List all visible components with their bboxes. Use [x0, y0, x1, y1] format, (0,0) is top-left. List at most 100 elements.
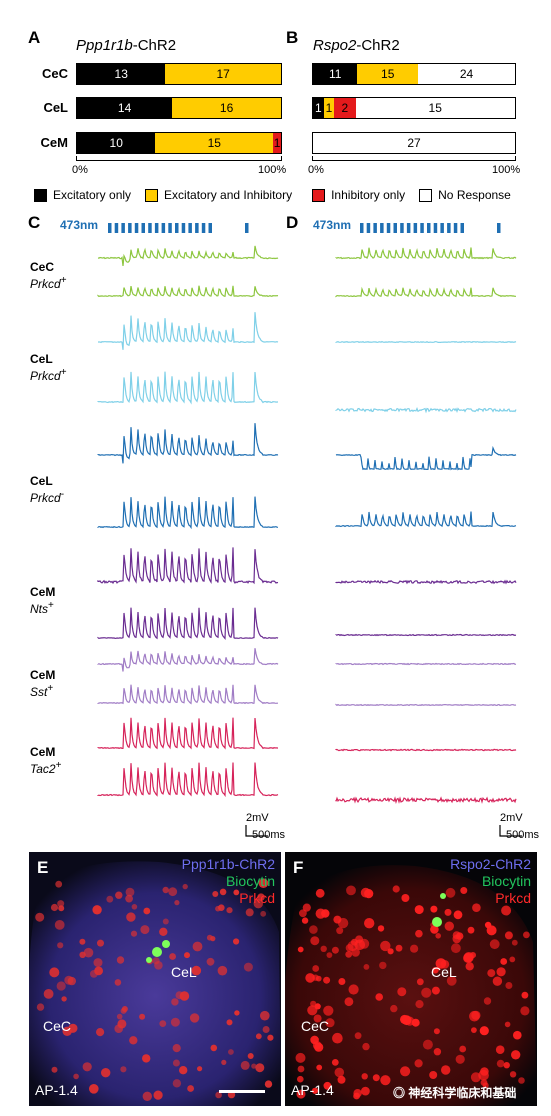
- cell-body: [459, 1045, 467, 1053]
- axis-tick: [281, 156, 282, 161]
- cell-body: [192, 941, 203, 952]
- legend-item: Excitatory only: [34, 188, 131, 202]
- laser-pulse: [447, 223, 451, 233]
- cell-body: [455, 1054, 465, 1064]
- cell-body: [495, 1045, 505, 1054]
- laser-pulse: [108, 223, 112, 233]
- cell-body: [101, 1068, 111, 1078]
- cell-body: [297, 1065, 305, 1073]
- laser-label-c: 473nm: [60, 218, 99, 232]
- cell-body: [387, 948, 394, 955]
- cell-body: [159, 1020, 167, 1027]
- stacked-bar: 11 15 24: [312, 63, 516, 85]
- cell-body: [395, 944, 403, 952]
- cell-body: [311, 1087, 319, 1094]
- scale-bar: [499, 825, 522, 837]
- cell-body: [446, 975, 457, 986]
- cell-body: [117, 1019, 127, 1029]
- cell-body: [36, 1003, 45, 1011]
- trace-line: [335, 511, 517, 528]
- cell-body: [523, 931, 530, 939]
- cell-body: [116, 956, 125, 964]
- cell-body: [182, 883, 188, 890]
- cell-body: [255, 1033, 262, 1040]
- cell-body: [364, 918, 375, 929]
- legend-swatch: [312, 188, 326, 202]
- cell-body: [154, 961, 163, 970]
- cell-body: [217, 965, 228, 976]
- cell-body: [312, 1041, 322, 1050]
- micrograph-f-legend: Rspo2-ChR2 Biocytin Prkcd: [450, 856, 531, 906]
- laser-pulse: [440, 223, 444, 233]
- cell-body: [130, 930, 138, 937]
- cell-body: [511, 1050, 521, 1060]
- cell-body: [460, 887, 468, 894]
- cell-body: [313, 1014, 322, 1023]
- cell-body: [430, 905, 438, 913]
- cell-body: [511, 939, 518, 946]
- axis-tick: [515, 156, 516, 161]
- bar-segment: 15: [155, 133, 274, 153]
- cell-body: [125, 894, 133, 903]
- row-label: CeM: [40, 135, 68, 150]
- laser-label-d: 473nm: [313, 218, 352, 232]
- laser-pulse: [181, 223, 186, 233]
- cell-body: [73, 1073, 79, 1080]
- biocytin-cell: [146, 957, 152, 963]
- trace-line: [335, 247, 517, 260]
- laser-pulse: [360, 223, 364, 233]
- cell-body: [57, 942, 64, 949]
- cell-body: [255, 1063, 265, 1073]
- cell-body: [162, 886, 169, 894]
- region-label-cel: CeL: [171, 964, 197, 980]
- cell-body: [115, 891, 123, 899]
- cell-body: [315, 888, 325, 898]
- bar-segment: 1: [323, 98, 335, 118]
- cell-body: [444, 908, 452, 916]
- laser-pulse: [161, 223, 166, 233]
- cell-body: [452, 931, 461, 940]
- cell-body: [162, 918, 169, 925]
- cell-body: [35, 912, 45, 922]
- cell-body: [228, 1049, 234, 1055]
- panel-label-e: E: [37, 858, 49, 877]
- scale-bar: [245, 825, 268, 837]
- cell-body: [315, 908, 326, 919]
- laser-pulse: [393, 223, 397, 233]
- cell-body: [234, 1010, 240, 1016]
- x-axis: [76, 160, 282, 161]
- tick-label: 100%: [258, 164, 287, 176]
- cell-body: [258, 878, 269, 888]
- stacked-bar: 27: [312, 132, 516, 154]
- cell-body: [445, 887, 456, 898]
- bar-segment: 2: [334, 98, 356, 118]
- scale-bar: [219, 1090, 265, 1093]
- panel-label-c: C: [28, 213, 41, 232]
- region-label-cec: CeC: [43, 1018, 72, 1034]
- cell-body: [345, 951, 353, 958]
- bar-segment: 17: [165, 64, 281, 84]
- cell-body: [496, 967, 506, 977]
- bar-segment: 27: [313, 133, 515, 153]
- cell-body: [171, 998, 179, 1006]
- bar-segment: 1: [273, 133, 281, 153]
- legend-swatch: [145, 188, 159, 202]
- stacked-bar: 1 1 2 15: [312, 97, 516, 119]
- cell-body: [422, 1039, 433, 1050]
- cell-body: [82, 1062, 92, 1072]
- cell-body: [79, 938, 86, 945]
- cell-body: [353, 1092, 360, 1100]
- cell-body: [191, 965, 202, 976]
- watermark: ◎ 神经科学临床和基础: [393, 1086, 517, 1100]
- biocytin-cell: [152, 947, 162, 957]
- laser-pulse: [497, 223, 501, 233]
- laser-pulse: [168, 223, 172, 233]
- cell-body: [380, 940, 391, 952]
- cell-body: [50, 903, 59, 912]
- cell-body: [125, 887, 135, 897]
- cell-body: [432, 966, 439, 974]
- trace-line: [97, 648, 279, 672]
- stacked-bar: 10 15 1: [76, 132, 282, 154]
- trace-line: [335, 633, 517, 637]
- cell-body: [312, 965, 320, 972]
